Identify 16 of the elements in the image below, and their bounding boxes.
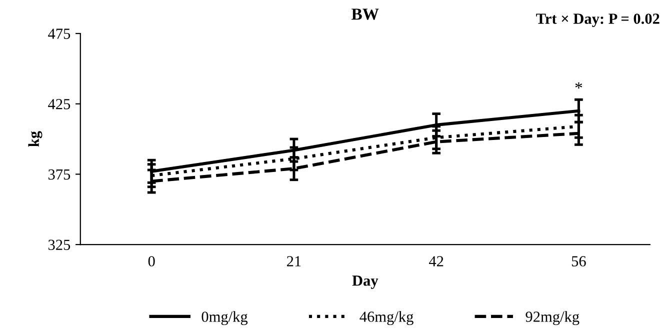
text: Trt × Day: P = 0.02: [536, 14, 660, 28]
legend-label: 92mg/kg: [526, 311, 580, 326]
chart-title: BW: [352, 8, 379, 20]
y-tick-label: 475: [48, 28, 70, 39]
y-tick-label: 325: [48, 240, 70, 250]
legend-label: 0mg/kg: [202, 311, 248, 326]
y-axis-title: kg: [28, 131, 42, 147]
x-tick-label: 0: [148, 256, 155, 266]
x-tick-label: 21: [286, 256, 301, 266]
legend-label: 46mg/kg: [360, 311, 414, 326]
annotation: *: [575, 82, 582, 88]
y-tick-label: 425: [48, 99, 70, 110]
y-tick-label: 375: [48, 169, 70, 180]
x-tick-label: 42: [428, 256, 444, 266]
x-tick-label: 56: [572, 256, 586, 266]
x-axis-title: Day: [352, 276, 378, 289]
